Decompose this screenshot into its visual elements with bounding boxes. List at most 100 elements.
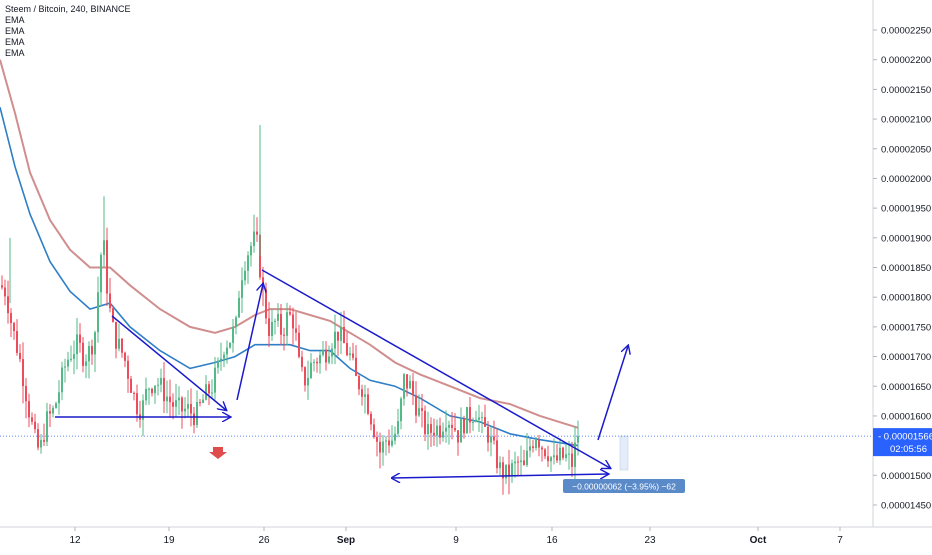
indicator-ema-2[interactable]: EMA — [5, 26, 25, 36]
candles-group — [1, 125, 579, 495]
candle-body — [31, 417, 33, 422]
candle-body — [250, 245, 252, 256]
candle-body — [217, 360, 219, 368]
price-tick-label: 0.00001500 — [881, 471, 931, 482]
candle-body — [337, 331, 339, 341]
candle-body — [520, 460, 522, 462]
candle-body — [526, 450, 528, 465]
candle-body — [52, 407, 54, 414]
candle-body — [73, 354, 75, 359]
candle-body — [298, 332, 300, 357]
candle-body — [292, 314, 294, 329]
last-price-tag — [873, 428, 932, 457]
price-tick-label: 0.00002200 — [881, 55, 931, 66]
measure-label: −0.00000062 (−3.95%) −62 — [572, 482, 676, 492]
candle-body — [13, 323, 15, 332]
candle-body — [310, 362, 312, 379]
candle-body — [577, 436, 579, 443]
candle-body — [7, 296, 9, 314]
candle-body — [325, 349, 327, 363]
price-tick-label: 0.00002100 — [881, 115, 931, 126]
candle-body — [460, 419, 462, 443]
candle-body — [85, 361, 87, 366]
candle-body — [181, 397, 183, 412]
candle-body — [553, 455, 555, 458]
price-tick-label: 0.00002050 — [881, 144, 931, 155]
candle-body — [403, 374, 405, 399]
candle-body — [25, 386, 27, 402]
time-tick-label: 19 — [163, 535, 175, 546]
candle-body — [367, 394, 369, 414]
price-tick-label: 0.00001750 — [881, 322, 931, 333]
candle-body — [214, 367, 216, 393]
price-tick-label: 0.00001900 — [881, 233, 931, 244]
time-tick-label: Oct — [750, 535, 767, 546]
price-tick-label: 0.00001800 — [881, 293, 931, 304]
candle-body — [43, 440, 45, 442]
candle-body — [154, 385, 156, 394]
candle-body — [556, 455, 558, 461]
candle-body — [130, 378, 132, 393]
candle-body — [451, 424, 453, 429]
indicator-ema-1[interactable]: EMA — [5, 15, 25, 25]
candle-body — [55, 403, 57, 408]
candle-body — [430, 424, 432, 433]
candle-body — [352, 353, 354, 358]
candle-body — [484, 417, 486, 427]
candle-body — [499, 462, 501, 469]
candle-body — [118, 338, 120, 349]
falling-wedge-line — [111, 315, 226, 410]
candle-body — [421, 408, 423, 411]
candle-body — [316, 361, 318, 364]
time-tick-label: 26 — [258, 535, 270, 546]
candle-body — [286, 312, 288, 336]
countdown-timer: 02:05:56 — [890, 444, 927, 455]
candle-body — [472, 422, 474, 424]
candle-body — [46, 411, 48, 442]
candle-body — [301, 356, 303, 368]
candle-body — [10, 313, 12, 324]
candle-body — [409, 380, 411, 389]
candle-body — [544, 449, 546, 457]
candle-body — [490, 436, 492, 443]
descending-trendline — [261, 269, 610, 468]
candle-body — [112, 308, 114, 322]
candle-body — [145, 389, 147, 401]
candle-body — [514, 461, 516, 464]
candle-body — [466, 407, 468, 434]
candle-body — [397, 421, 399, 434]
time-tick-label: 9 — [453, 535, 459, 546]
candle-body — [199, 402, 201, 404]
candle-body — [28, 401, 30, 418]
candle-body — [385, 440, 387, 442]
candle-body — [100, 254, 102, 293]
candle-body — [4, 287, 6, 297]
candle-body — [550, 457, 552, 462]
indicator-ema-4[interactable]: EMA — [5, 48, 25, 58]
ema-fast-line — [0, 107, 579, 447]
candle-body — [535, 439, 537, 449]
candle-body — [109, 293, 111, 309]
candle-body — [400, 398, 402, 422]
candle-body — [562, 447, 564, 458]
candle-body — [136, 393, 138, 415]
candle-body — [355, 357, 357, 376]
time-tick-label: 12 — [69, 535, 81, 546]
candle-body — [16, 331, 18, 353]
candle-body — [94, 332, 96, 355]
symbol-title: Steem / Bitcoin, 240, BINANCE — [5, 4, 131, 14]
candle-body — [547, 456, 549, 462]
candle-body — [391, 440, 393, 446]
candle-body — [172, 402, 174, 407]
candle-body — [340, 326, 342, 341]
candle-body — [193, 413, 195, 426]
candle-body — [574, 442, 576, 467]
indicator-ema-3[interactable]: EMA — [5, 37, 25, 47]
candle-body — [277, 313, 279, 321]
candle-body — [331, 348, 333, 357]
candle-body — [508, 464, 510, 477]
candle-body — [415, 395, 417, 416]
candle-body — [370, 413, 372, 425]
